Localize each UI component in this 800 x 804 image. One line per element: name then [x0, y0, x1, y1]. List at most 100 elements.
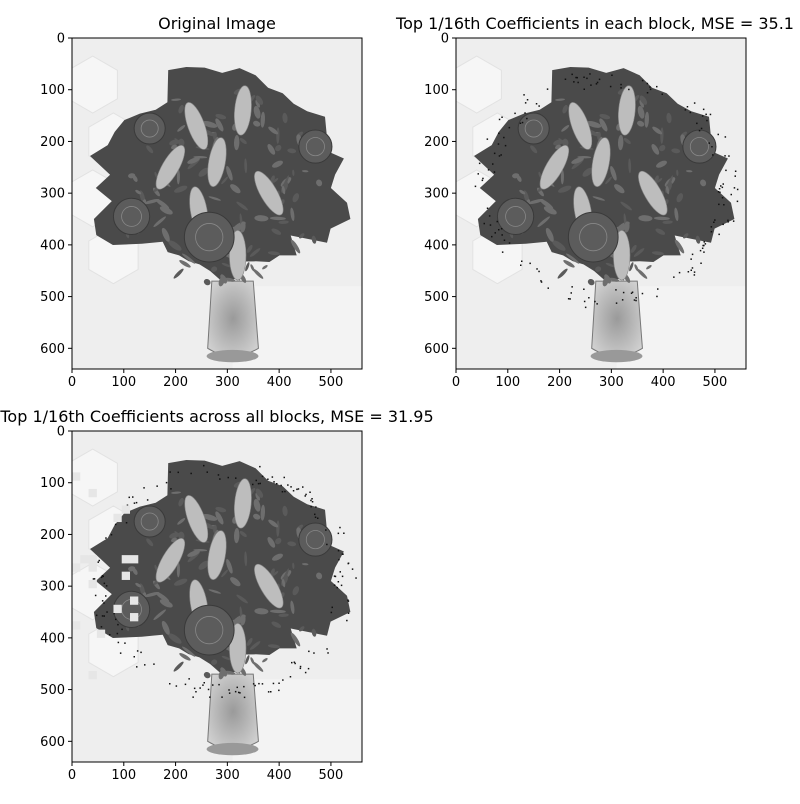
leaf: [527, 199, 544, 205]
axes-frame: [71, 37, 363, 370]
leaf: [599, 118, 608, 132]
artifact-speck: [228, 692, 231, 694]
artifact-speck: [339, 526, 341, 529]
artifact-speck: [347, 599, 349, 601]
artifact-speck: [341, 575, 344, 578]
artifact-speck: [347, 562, 349, 565]
lily-petal: [184, 102, 209, 150]
leaf: [246, 244, 253, 253]
artifact-speck: [521, 260, 523, 262]
artifact-speck: [280, 484, 282, 487]
leaf: [519, 189, 526, 195]
artifact-speck: [258, 682, 260, 685]
artifact-speck: [170, 488, 172, 490]
artifact-speck: [703, 244, 705, 247]
leaf: [230, 577, 241, 587]
artifact-speck: [576, 76, 578, 79]
leaf: [530, 145, 538, 154]
leaf: [566, 253, 580, 264]
artifact-speck: [714, 219, 716, 221]
artifact-speck: [501, 234, 503, 236]
artifact-speck: [710, 226, 713, 228]
artifact-speck: [346, 619, 348, 622]
leaf: [662, 220, 673, 224]
artifact-speck: [514, 112, 516, 115]
artifact-speck: [698, 129, 701, 132]
artifact-speck: [570, 292, 572, 294]
lily-petal: [207, 137, 227, 187]
rose-swirl: [505, 206, 526, 227]
leaf: [173, 268, 184, 279]
leaf: [202, 120, 218, 128]
block-artifact: [113, 604, 122, 614]
lily-petal: [254, 563, 284, 609]
y-tick-label: 100: [40, 83, 65, 98]
leaf: [170, 491, 182, 494]
artifact-speck: [292, 490, 295, 492]
leaf: [543, 206, 557, 215]
artifact-speck: [117, 623, 119, 626]
lily-petal: [254, 170, 284, 216]
leaf: [211, 659, 218, 665]
leaf: [208, 196, 222, 201]
leaf: [187, 550, 200, 557]
artifact-speck: [703, 251, 705, 253]
artifact-speck: [621, 299, 624, 301]
artifact-speck: [696, 122, 698, 125]
leaf: [226, 166, 233, 181]
artifact-speck: [486, 207, 489, 209]
lily-petal: [591, 137, 611, 187]
block-artifact: [88, 488, 97, 498]
artifact-speck: [535, 103, 538, 105]
artifact-speck: [583, 76, 585, 78]
leaf: [316, 179, 323, 187]
panel-global: Top 1/16th Coefficients across all block…: [0, 407, 434, 783]
leaf: [617, 134, 624, 151]
x-tick-label: 100: [111, 768, 136, 783]
leaf: [204, 129, 215, 137]
artifact-speck: [520, 264, 522, 266]
artifact-speck: [101, 600, 104, 602]
block-artifact: [121, 555, 130, 564]
artifact-speck: [136, 650, 139, 652]
artifact-speck: [477, 173, 479, 175]
leaf: [587, 278, 595, 286]
block-artifact: [88, 555, 97, 564]
artifact-speck: [102, 575, 104, 578]
lily-petal: [618, 85, 636, 136]
leaf: [639, 99, 645, 108]
artifact-speck: [500, 154, 502, 156]
artifact-speck: [330, 611, 333, 614]
x-tick-label: 500: [319, 375, 344, 390]
x-tick-label: 300: [215, 768, 240, 783]
artifact-speck: [207, 688, 210, 691]
artifact-speck: [304, 671, 307, 674]
artifact-speck: [103, 582, 106, 585]
leaf: [154, 564, 158, 572]
block-artifact: [80, 555, 89, 564]
vase-base: [206, 742, 259, 756]
panel-title: Original Image: [158, 14, 276, 33]
leaf: [290, 600, 295, 614]
leaf: [267, 644, 280, 649]
block-artifact: [72, 621, 81, 630]
block-artifact: [88, 670, 97, 680]
artifact-speck: [311, 498, 313, 500]
rose-swirl: [305, 530, 325, 550]
leaf: [557, 268, 568, 279]
leaf: [560, 169, 564, 185]
artifact-speck: [498, 229, 500, 231]
artifact-speck: [115, 618, 117, 621]
leaf: [292, 193, 300, 203]
leaf: [211, 266, 218, 272]
leaf: [254, 608, 269, 615]
leaf: [245, 262, 250, 272]
artifact-speck: [297, 488, 300, 490]
artifact-speck: [611, 74, 613, 76]
leaf: [187, 157, 200, 164]
artifact-speck: [110, 534, 113, 536]
block-artifact: [113, 513, 122, 523]
leaf: [154, 171, 158, 179]
leaf: [628, 158, 632, 174]
